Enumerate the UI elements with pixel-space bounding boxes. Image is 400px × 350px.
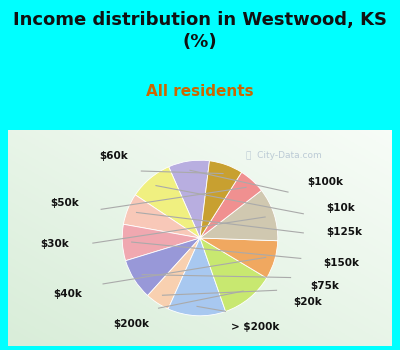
Wedge shape [135,167,200,238]
Text: $200k: $200k [114,318,150,329]
Text: $30k: $30k [40,239,69,249]
Text: $40k: $40k [53,289,82,299]
Text: $60k: $60k [100,151,128,161]
Wedge shape [126,238,200,295]
Text: $100k: $100k [307,177,343,187]
Text: $20k: $20k [293,297,322,307]
Wedge shape [200,172,262,238]
Text: All residents: All residents [146,84,254,99]
Wedge shape [169,160,210,238]
Wedge shape [200,190,278,241]
Text: Income distribution in Westwood, KS
(%): Income distribution in Westwood, KS (%) [13,10,387,51]
Text: $50k: $50k [51,198,80,208]
Wedge shape [122,224,200,261]
Wedge shape [200,161,242,238]
Wedge shape [200,238,278,278]
Text: > $200k: > $200k [231,322,280,332]
Text: ⓘ  City-Data.com: ⓘ City-Data.com [246,151,322,160]
Text: $125k: $125k [326,227,362,237]
Text: $150k: $150k [323,258,359,268]
Text: $10k: $10k [326,203,355,214]
Wedge shape [148,238,200,309]
Wedge shape [168,238,226,316]
Wedge shape [200,238,267,312]
Wedge shape [124,195,200,238]
Text: $75k: $75k [310,281,339,291]
